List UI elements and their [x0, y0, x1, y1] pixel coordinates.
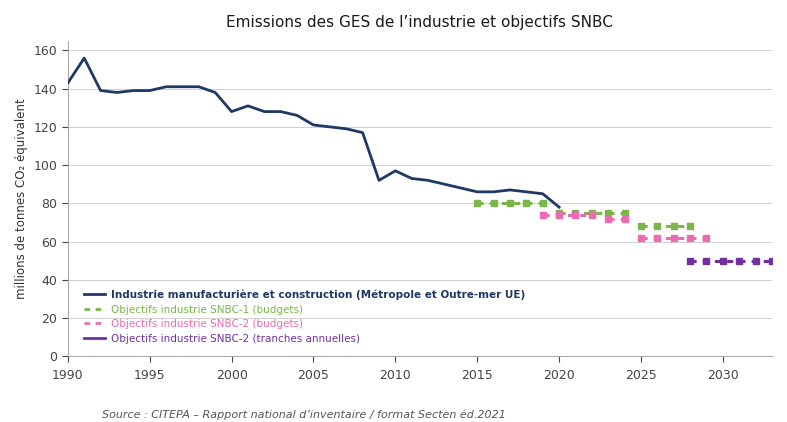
- Legend: Industrie manufacturière et construction (Métropole et Outre-mer UE), Objectifs : Industrie manufacturière et construction…: [80, 286, 530, 348]
- Y-axis label: millions de tonnes CO₂ équivalent: millions de tonnes CO₂ équivalent: [15, 98, 28, 299]
- Text: Source : CITEPA – Rapport national d’inventaire / format Secten éd.2021: Source : CITEPA – Rapport national d’inv…: [102, 409, 506, 420]
- Title: Emissions des GES de l’industrie et objectifs SNBC: Emissions des GES de l’industrie et obje…: [227, 15, 613, 30]
